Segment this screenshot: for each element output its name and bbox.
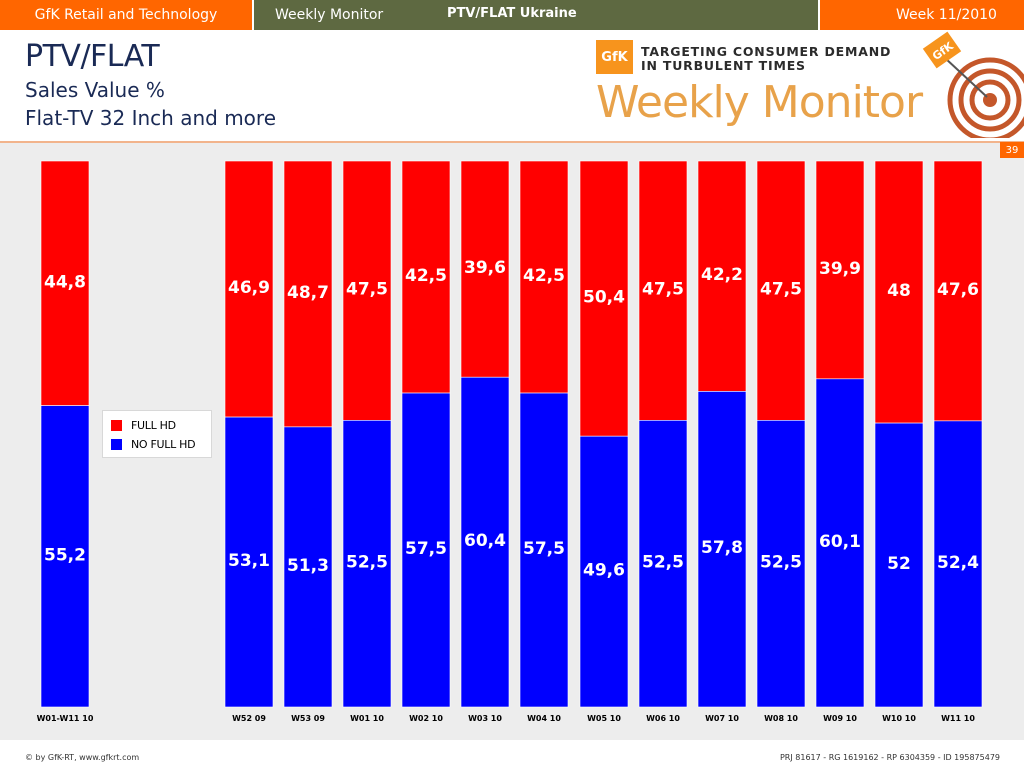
data-label-full-hd: 39,6 <box>464 258 506 278</box>
x-tick-label: W06 10 <box>646 714 680 723</box>
bar-full-hd <box>756 160 806 421</box>
topbar-divider <box>251 0 254 30</box>
legend-label: NO FULL HD <box>131 437 196 451</box>
bar-full-hd <box>579 160 629 437</box>
data-label-no-full-hd: 60,1 <box>819 532 861 552</box>
data-label-no-full-hd: 57,5 <box>405 539 447 559</box>
page-subtitle: Sales Value % <box>25 78 165 102</box>
data-label-full-hd: 46,9 <box>228 278 270 298</box>
data-label-full-hd: 47,5 <box>760 280 802 300</box>
target-icon: GfK <box>922 31 1024 138</box>
topbar-report-title: PTV/FLAT Ukraine <box>446 6 577 21</box>
legend-swatch <box>111 419 122 431</box>
legend-label: FULL HD <box>131 418 176 432</box>
bar-no-full-hd <box>756 420 806 708</box>
data-label-no-full-hd: 57,5 <box>523 539 565 559</box>
bar-full-hd <box>638 160 688 421</box>
data-label-full-hd: 47,5 <box>346 280 388 300</box>
gfk-logo: GfK <box>596 40 633 74</box>
data-label-full-hd: 50,4 <box>583 288 625 308</box>
logo-tagline: TARGETING CONSUMER DEMAND <box>641 44 892 59</box>
data-label-no-full-hd: 52,5 <box>346 553 388 573</box>
weekly-monitor-wordmark: Weekly Monitor <box>596 77 923 128</box>
bar-full-hd <box>815 160 865 380</box>
bar-no-full-hd <box>579 435 629 708</box>
x-tick-label: W01 10 <box>350 714 384 723</box>
data-label-full-hd: 42,2 <box>701 265 743 285</box>
x-tick-label: W02 10 <box>409 714 443 723</box>
data-label-no-full-hd: 57,8 <box>701 538 743 558</box>
page-subtitle-segment: Flat-TV 32 Inch and more <box>25 106 276 130</box>
data-label-no-full-hd: 49,6 <box>583 561 625 581</box>
bar-no-full-hd <box>638 420 688 708</box>
data-label-no-full-hd: 52,4 <box>937 553 979 573</box>
data-label-full-hd: 47,6 <box>937 280 979 300</box>
x-tick-label: W52 09 <box>232 714 266 723</box>
data-label-no-full-hd: 52,5 <box>642 553 684 573</box>
bar-full-hd <box>224 160 274 418</box>
bar-full-hd <box>401 160 451 394</box>
data-label-no-full-hd: 60,4 <box>464 531 506 551</box>
top-bar: GfK Retail and Technology Weekly Monitor… <box>0 0 1024 30</box>
data-label-full-hd: 39,9 <box>819 259 861 279</box>
data-label-no-full-hd: 52,5 <box>760 553 802 573</box>
legend-item-full-hd: FULL HD <box>111 418 176 432</box>
bar-no-full-hd <box>460 376 510 708</box>
footer-copyright: © by GfK-RT, www.gfkrt.com <box>25 753 140 762</box>
header-divider <box>0 141 1024 143</box>
x-tick-label: W05 10 <box>587 714 621 723</box>
data-label-full-hd: 48,7 <box>287 283 329 303</box>
x-tick-label: W01-W11 10 <box>37 714 94 723</box>
data-label-full-hd: 48 <box>887 281 911 301</box>
data-label-full-hd: 42,5 <box>523 266 565 286</box>
data-label-full-hd: 44,8 <box>44 272 86 292</box>
bar-no-full-hd <box>40 405 90 708</box>
topbar-company: GfK Retail and Technology <box>0 0 252 30</box>
x-tick-label: W03 10 <box>468 714 502 723</box>
topbar-week: Week 11/2010 <box>819 0 1024 30</box>
slide-header: PTV/FLAT Sales Value % Flat-TV 32 Inch a… <box>0 30 1024 142</box>
data-label-no-full-hd: 53,1 <box>228 551 270 571</box>
topbar-monitor-segment: Weekly Monitor PTV/FLAT Ukraine <box>253 0 818 30</box>
bar-no-full-hd <box>697 391 747 708</box>
bar-full-hd <box>697 160 747 392</box>
legend-item-no-full-hd: NO FULL HD <box>111 437 196 451</box>
bar-no-full-hd <box>874 422 924 708</box>
bar-no-full-hd <box>401 392 451 708</box>
x-tick-label: W09 10 <box>823 714 857 723</box>
bar-full-hd <box>933 160 983 422</box>
data-label-full-hd: 42,5 <box>405 266 447 286</box>
topbar-monitor: Weekly Monitor <box>274 7 384 23</box>
bar-no-full-hd <box>224 416 274 708</box>
x-tick-label: W07 10 <box>705 714 739 723</box>
page-number: 39 <box>1000 142 1024 158</box>
data-label-no-full-hd: 55,2 <box>44 545 86 565</box>
topbar-divider <box>817 0 820 30</box>
logo-tagline: IN TURBULENT TIMES <box>641 58 806 73</box>
chart-legend: FULL HD NO FULL HD <box>102 410 212 458</box>
x-tick-label: W10 10 <box>882 714 916 723</box>
bar-full-hd <box>40 160 90 406</box>
x-tick-label: W08 10 <box>764 714 798 723</box>
bar-full-hd <box>283 160 333 428</box>
data-label-full-hd: 47,5 <box>642 280 684 300</box>
bar-no-full-hd <box>283 426 333 708</box>
x-tick-label: W53 09 <box>291 714 325 723</box>
x-tick-label: W04 10 <box>527 714 561 723</box>
legend-swatch <box>111 438 122 450</box>
data-label-no-full-hd: 51,3 <box>287 556 329 576</box>
data-label-no-full-hd: 52 <box>887 554 911 574</box>
bar-no-full-hd <box>342 420 392 708</box>
bar-no-full-hd <box>815 378 865 708</box>
page-title: PTV/FLAT <box>25 39 160 74</box>
footer-project-id: PRJ 81617 - RG 1619162 - RP 6304359 - ID… <box>779 753 1000 762</box>
x-tick-label: W11 10 <box>941 714 975 723</box>
bar-no-full-hd <box>519 392 569 708</box>
bar-no-full-hd <box>933 420 983 708</box>
bar-full-hd <box>460 160 510 378</box>
